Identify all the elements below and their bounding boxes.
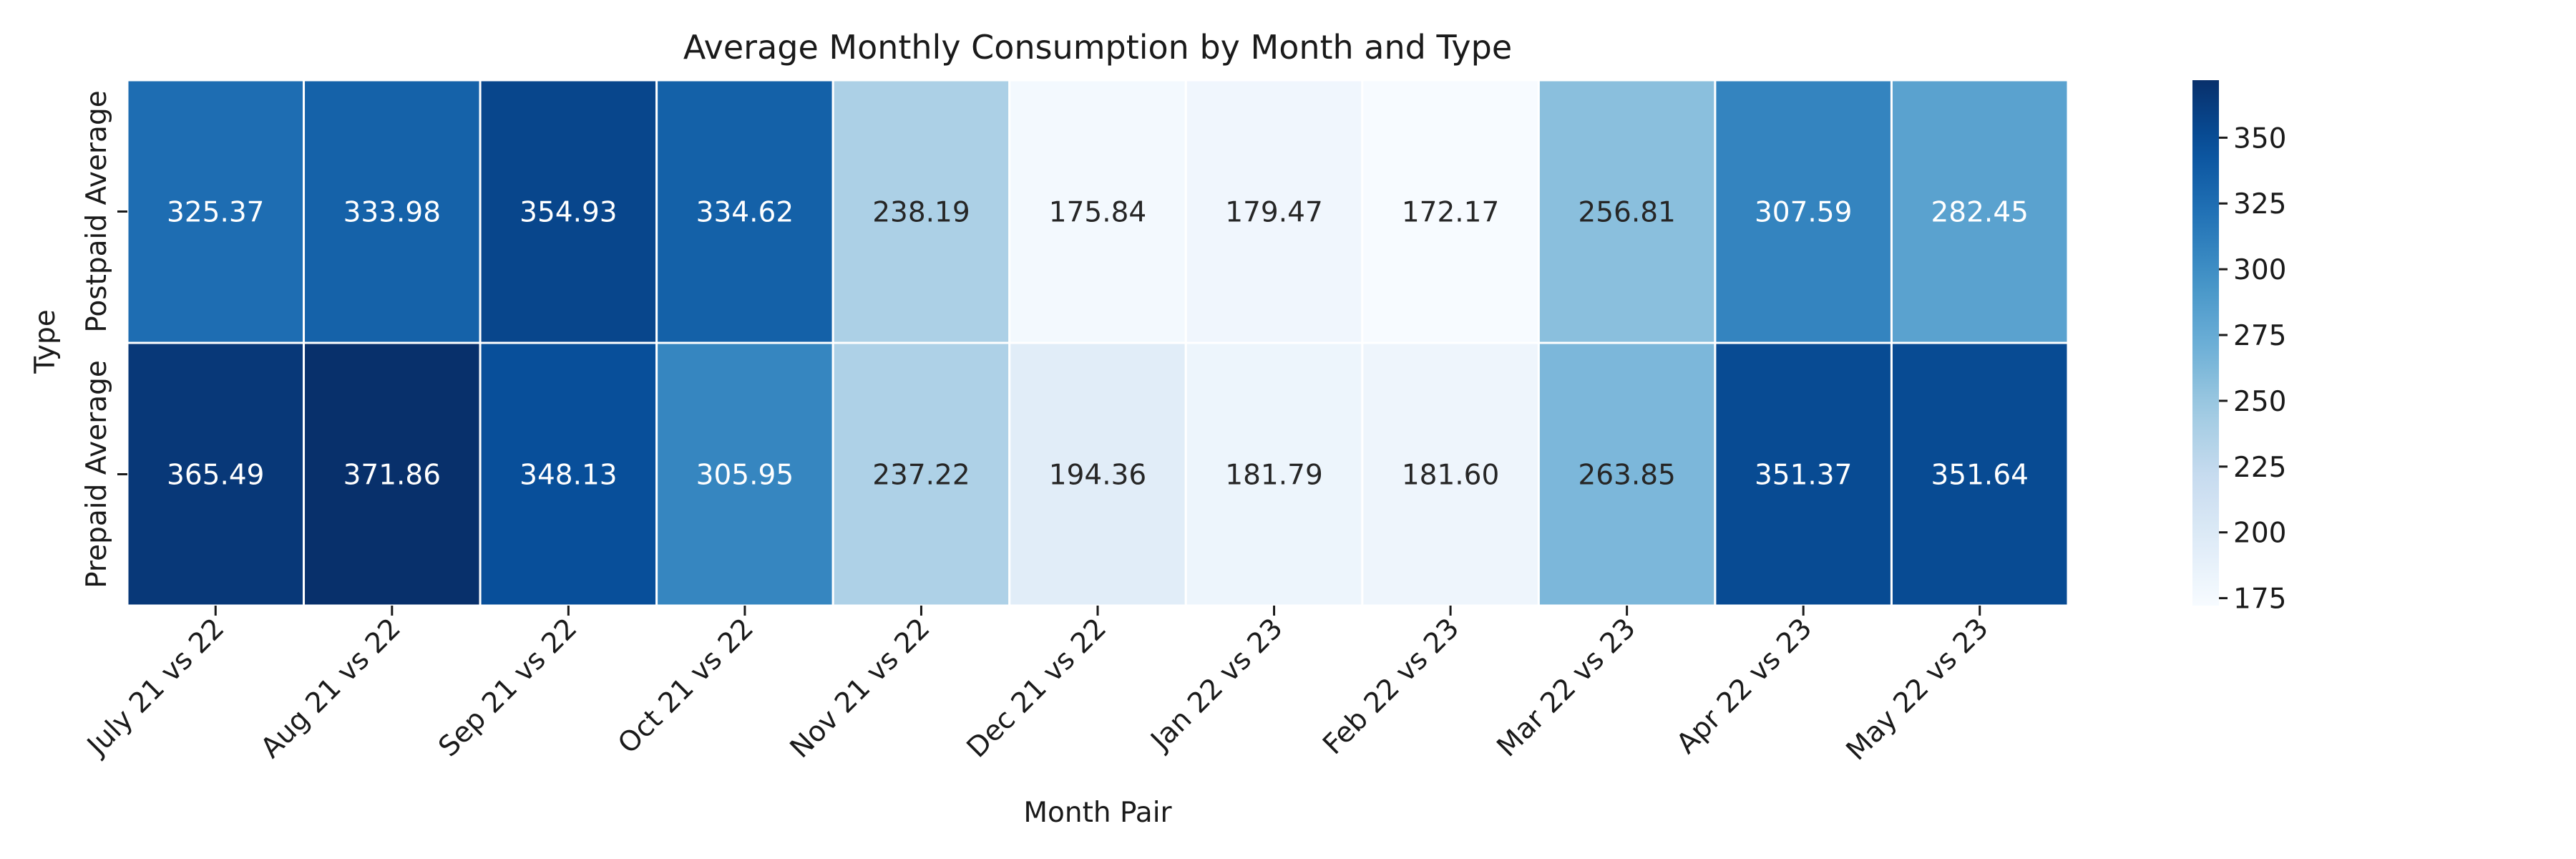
colorbar-tick-label: 275 xyxy=(2233,320,2286,352)
heatmap-cell xyxy=(1714,341,1893,607)
cell-value-label: 365.49 xyxy=(167,460,264,492)
x-tick-label: Oct 21 vs 22 xyxy=(612,612,760,760)
colorbar-tick-label: 350 xyxy=(2233,122,2286,155)
heatmap-cell xyxy=(126,79,306,344)
heatmap-cell xyxy=(1008,79,1187,344)
heatmap-cell xyxy=(1008,341,1187,607)
x-tick-label: Jan 22 vs 23 xyxy=(1143,612,1289,758)
colorbar-gradient xyxy=(2192,80,2219,606)
x-tick-label: Apr 22 vs 23 xyxy=(1671,612,1819,760)
cell-value-label: 263.85 xyxy=(1578,460,1675,492)
cell-value-label: 175.84 xyxy=(1049,197,1146,229)
heatmap-cell xyxy=(1537,341,1717,607)
heatmap-cell xyxy=(655,79,834,344)
colorbar-tick-label: 250 xyxy=(2233,386,2286,418)
cell-value-label: 334.62 xyxy=(696,197,794,229)
x-tick-label: Mar 22 vs 23 xyxy=(1491,612,1642,763)
cell-value-label: 371.86 xyxy=(343,460,441,492)
y-tick-label: Prepaid Average xyxy=(81,360,113,588)
cell-value-label: 238.19 xyxy=(872,197,970,229)
cell-value-label: 256.81 xyxy=(1578,197,1675,229)
cell-value-label: 237.22 xyxy=(872,460,970,492)
cell-value-label: 179.47 xyxy=(1225,197,1322,229)
x-tick-label: Aug 21 vs 22 xyxy=(255,612,407,765)
x-tick-label: Dec 21 vs 22 xyxy=(961,612,1113,764)
cell-value-label: 181.60 xyxy=(1402,460,1499,492)
chart-title: Average Monthly Consumption by Month and… xyxy=(683,28,1512,67)
cell-value-label: 181.79 xyxy=(1225,460,1322,492)
heatmap-cell xyxy=(1184,341,1364,607)
cell-value-label: 351.37 xyxy=(1755,460,1852,492)
x-tick-label: July 21 vs 22 xyxy=(80,612,231,763)
cell-value-label: 172.17 xyxy=(1402,197,1499,229)
cell-value-label: 194.36 xyxy=(1049,460,1146,492)
colorbar-tick-label: 300 xyxy=(2233,254,2286,286)
cell-value-label: 305.95 xyxy=(696,460,794,492)
heatmap-cell xyxy=(1890,79,2069,344)
heatmap-cell xyxy=(1361,341,1540,607)
y-tick-label: Postpaid Average xyxy=(81,90,113,332)
heatmap-cell xyxy=(303,79,482,344)
cell-value-label: 282.45 xyxy=(1931,197,2028,229)
colorbar-tick-label: 225 xyxy=(2233,452,2286,484)
y-axis-ticks: Postpaid Average Prepaid Average xyxy=(81,90,127,588)
heatmap-cell xyxy=(655,341,834,607)
cell-value-label: 348.13 xyxy=(519,460,617,492)
y-axis-label: Type xyxy=(29,309,62,374)
cell-value-label: 351.64 xyxy=(1931,460,2028,492)
heatmap-cell xyxy=(303,341,482,607)
heatmap-cells: 325.37 333.98 354.93 334.62 238.19 175.84 179.… xyxy=(126,79,2069,607)
heatmap-cell xyxy=(479,341,658,607)
heatmap-cell xyxy=(1714,79,1893,344)
cell-value-label: 354.93 xyxy=(519,197,617,229)
x-tick-label: Nov 21 vs 22 xyxy=(784,612,937,765)
heatmap-cell xyxy=(831,79,1011,344)
cell-value-label: 333.98 xyxy=(343,197,441,229)
colorbar: 175 200 225 250 275 300 325 350 xyxy=(2192,80,2286,616)
colorbar-tick-label: 325 xyxy=(2233,188,2286,220)
colorbar-tick-label: 200 xyxy=(2233,518,2286,550)
x-tick-label: Feb 22 vs 23 xyxy=(1317,612,1465,761)
heatmap-cell xyxy=(126,341,306,607)
heatmap-cell xyxy=(1361,79,1540,344)
x-tick-label: Sep 21 vs 22 xyxy=(432,612,583,763)
x-tick-label: May 22 vs 23 xyxy=(1840,612,1995,767)
heatmap-cell xyxy=(479,79,658,344)
heatmap-cell xyxy=(1890,341,2069,607)
x-axis-label: Month Pair xyxy=(1023,797,1172,829)
colorbar-tick-label: 175 xyxy=(2233,583,2286,616)
cell-value-label: 307.59 xyxy=(1755,197,1852,229)
heatmap-cell xyxy=(831,341,1011,607)
x-axis-ticks: July 21 vs 22 Aug 21 vs 22 Sep 21 vs 22 Oct… xyxy=(80,606,1995,767)
cell-value-label: 325.37 xyxy=(167,197,264,229)
